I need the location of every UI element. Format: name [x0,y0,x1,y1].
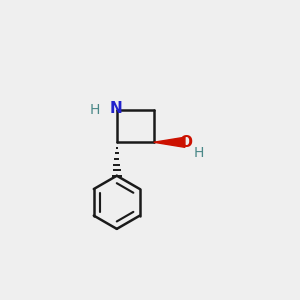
Text: N: N [109,101,122,116]
Polygon shape [154,137,185,147]
Text: O: O [180,135,193,150]
Text: H: H [90,103,100,117]
Text: H: H [194,146,204,160]
